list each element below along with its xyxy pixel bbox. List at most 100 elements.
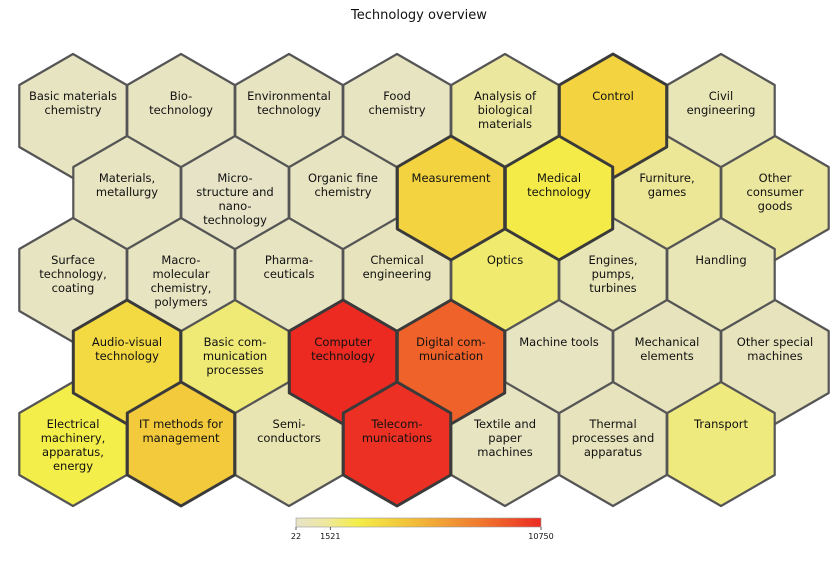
hex-label-line: machinery,	[41, 431, 106, 445]
hex-label-line: technology	[257, 103, 321, 117]
hex-label-line: ceuticals	[264, 267, 315, 281]
hex-label-line: technology	[527, 185, 591, 199]
hex-label: Control	[592, 89, 634, 103]
hex-label: Analysis of biological materials	[474, 89, 537, 131]
hex-cell[interactable]: Handling	[666, 216, 776, 344]
hex-label-line: Mechanical	[635, 335, 700, 349]
hex-label: Bio-technology	[149, 89, 213, 117]
hex-label-line: technology	[149, 103, 213, 117]
hex-cell[interactable]: Other special machines	[720, 298, 830, 426]
hex-layer: Basic materials chemistryBio-technologyEn…	[18, 52, 830, 508]
hex-cell[interactable]: Other consumer goods	[720, 134, 830, 262]
hex-cell[interactable]: Surface technology, coating	[18, 216, 128, 344]
hex-label-line: technology	[311, 349, 375, 363]
hex-cell[interactable]: Semi-conductors	[234, 380, 344, 508]
hex-label: Organic fine chemistry	[308, 171, 378, 199]
hex-label-line: Handling	[695, 253, 746, 267]
hex-label-line: games	[648, 185, 687, 199]
hex-label-line: chemistry,	[151, 281, 212, 295]
hex-label-line: Basic com-	[204, 335, 267, 349]
hex-label-line: biological	[478, 103, 533, 117]
hex-label: Other consumer goods	[747, 171, 804, 213]
hex-label-line: structure and	[196, 185, 273, 199]
hex-label-line: Semi-	[273, 417, 306, 431]
hex-label-line: technology	[95, 349, 159, 363]
hex-label-line: nano-	[218, 199, 251, 213]
hex-label-line: Basic materials	[29, 89, 117, 103]
hex-cell[interactable]: Medical technology	[503, 134, 615, 262]
hex-label-line: materials	[478, 117, 532, 131]
hex-label-line: Organic fine	[308, 171, 378, 185]
hex-cell[interactable]: Basic com-munication processes	[180, 298, 290, 426]
hex-shape	[666, 380, 776, 508]
hex-label: Textile and paper machines	[473, 417, 536, 459]
color-legend: 22 1521 10750	[291, 517, 554, 541]
hex-label-line: Optics	[487, 253, 523, 267]
hex-label-line: Environmental	[247, 89, 331, 103]
hex-label-line: Telecom-	[370, 417, 422, 431]
hex-cell[interactable]: Electrical machinery, apparatus, energy	[18, 380, 128, 508]
hex-label: Macro-molecular chemistry, polymers	[151, 253, 212, 309]
legend-color-bar	[295, 517, 542, 528]
hex-label: Medical technology	[527, 171, 591, 199]
hex-label-line: elements	[640, 349, 693, 363]
hex-label-line: molecular	[152, 267, 209, 281]
legend-tick-label: 10750	[528, 532, 553, 541]
hex-label-line: Textile and	[473, 417, 536, 431]
hex-label-line: technology	[203, 213, 267, 227]
hex-label-line: Computer	[314, 335, 371, 349]
hex-label: Optics	[487, 253, 523, 267]
hex-label-line: energy	[53, 459, 93, 473]
hex-label-line: metallurgy	[96, 185, 158, 199]
hex-cell[interactable]: Computer technology	[287, 298, 399, 426]
hex-label-line: Other	[759, 171, 792, 185]
hex-label-line: Food	[383, 89, 411, 103]
hex-label: Machine tools	[519, 335, 599, 349]
hex-cell[interactable]: Analysis of biological materials	[450, 52, 560, 180]
hex-cell[interactable]: Civil engineering	[666, 52, 776, 180]
hex-label: Telecom-munications	[362, 417, 432, 445]
hex-label: Chemical engineering	[363, 253, 432, 281]
hex-label-line: machines	[747, 349, 802, 363]
hex-label: Measurement	[412, 171, 491, 185]
hex-shape	[503, 134, 615, 262]
hex-label: Electrical machinery, apparatus, energy	[41, 417, 106, 473]
hex-cell[interactable]: Digital com-munication	[395, 298, 507, 426]
hex-label-line: paper	[488, 431, 522, 445]
hex-label: Micro-structure and nano-technology	[196, 171, 273, 227]
hex-label-line: Analysis of	[474, 89, 537, 103]
hex-label: Surface technology, coating	[39, 253, 107, 295]
hex-label-line: Micro-	[217, 171, 252, 185]
hex-label-line: coating	[52, 281, 95, 295]
hex-label: Food chemistry	[368, 89, 425, 117]
hex-label-line: Medical	[537, 171, 581, 185]
hex-cell[interactable]: Environmental technology	[234, 52, 344, 180]
hex-label-line: consumer	[747, 185, 804, 199]
hex-cell[interactable]: Organic fine chemistry	[288, 134, 398, 262]
hex-cell[interactable]: Transport	[666, 380, 776, 508]
hex-label-line: goods	[758, 199, 793, 213]
hex-label-line: Digital com-	[416, 335, 486, 349]
hex-label-line: Thermal	[588, 417, 636, 431]
hex-label-line: chemistry	[44, 103, 101, 117]
hex-cell[interactable]: Bio-technology	[126, 52, 236, 180]
hex-label-line: Machine tools	[519, 335, 599, 349]
hex-label-line: management	[142, 431, 220, 445]
hex-label-line: chemistry	[314, 185, 371, 199]
hex-label: Pharma-ceuticals	[264, 253, 315, 281]
hex-label: Materials, metallurgy	[96, 171, 158, 199]
hex-label: Basic materials chemistry	[29, 89, 117, 117]
hex-label: Engines, pumps, turbines	[588, 253, 637, 295]
hex-label-line: chemistry	[368, 103, 425, 117]
hex-label-line: Surface	[51, 253, 95, 267]
hex-cell[interactable]: Measurement	[395, 134, 507, 262]
hex-cell[interactable]: Telecom-munications	[341, 380, 453, 508]
hex-cell[interactable]: IT methods for management	[125, 380, 237, 508]
hex-cell[interactable]: Basic materials chemistry	[18, 52, 128, 180]
hex-label: Digital com-munication	[416, 335, 486, 363]
hex-label-line: Measurement	[412, 171, 491, 185]
legend-tick-label: 22	[291, 532, 301, 541]
hex-label-line: processes and	[572, 431, 655, 445]
hex-label-line: Furniture,	[639, 171, 694, 185]
hex-label-line: apparatus	[584, 445, 642, 459]
